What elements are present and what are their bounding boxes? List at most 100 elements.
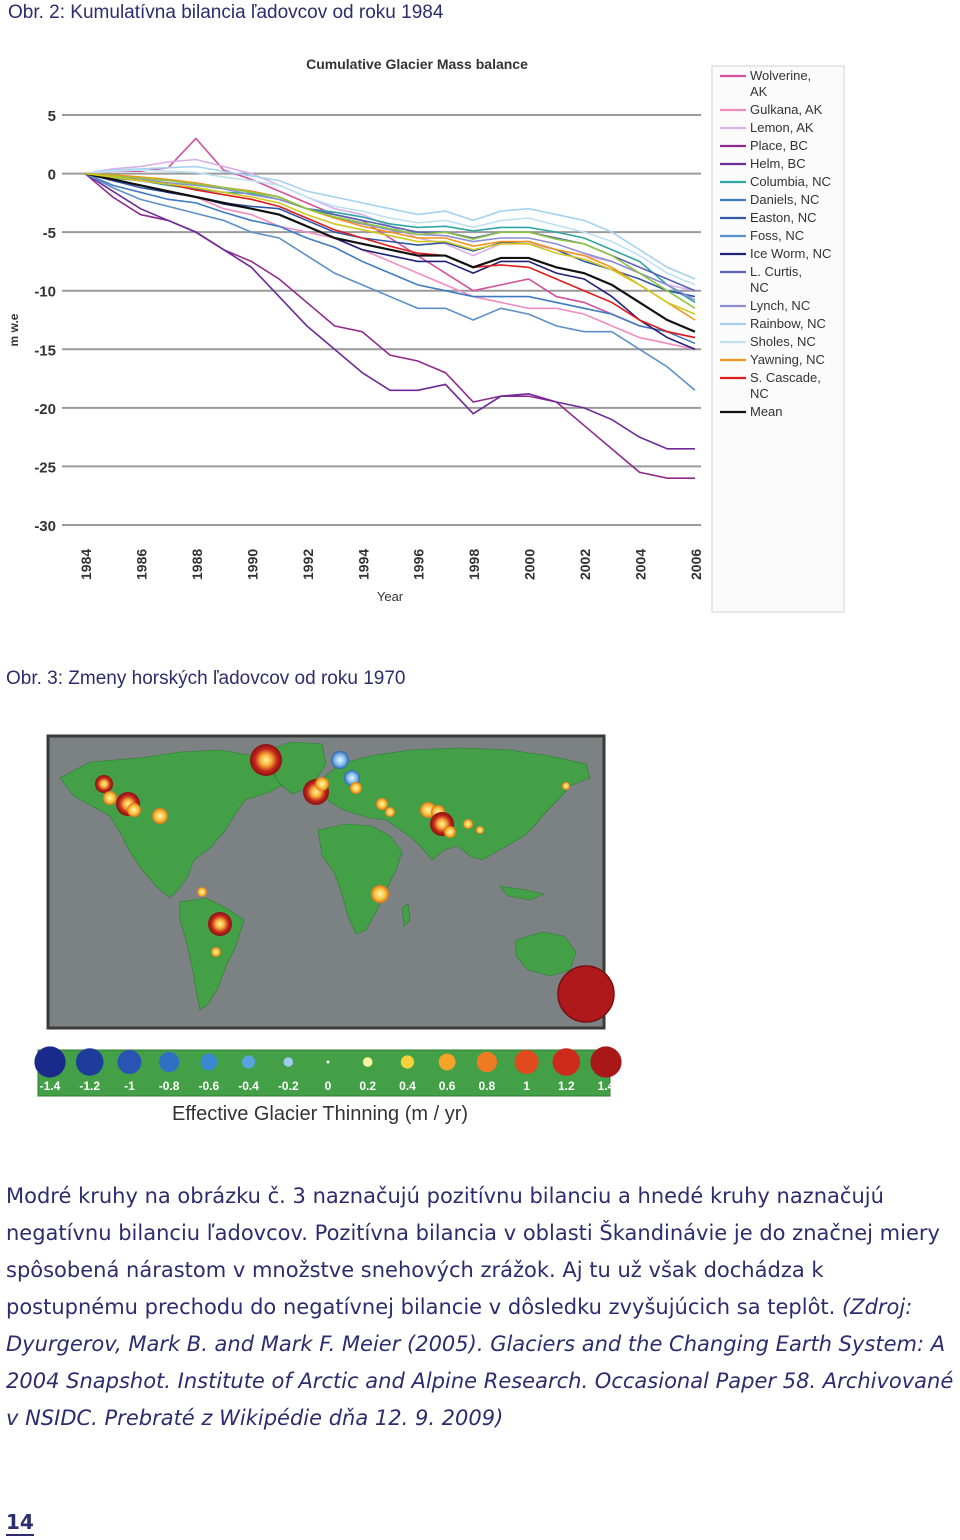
colorbar-tick-label: -1.2 [79, 1079, 100, 1093]
colorbar-tick-label: -0.4 [238, 1079, 259, 1093]
colorbar-swatch [283, 1057, 294, 1067]
eurasia [315, 747, 591, 861]
legend-label: Mean [750, 404, 783, 419]
legend-label: Ice Worm, NC [750, 246, 831, 261]
series-line [84, 169, 696, 286]
series-line [84, 172, 696, 301]
glacier-circle [197, 887, 207, 897]
colorbar-tick-label: 0.2 [359, 1079, 376, 1093]
colorbar-tick-label: -0.2 [278, 1079, 299, 1093]
colorbar-tick-label: 1.2 [558, 1079, 575, 1093]
series-lines [84, 137, 696, 479]
x-tick-label: 2004 [633, 549, 649, 580]
x-tick-label: 1994 [355, 549, 371, 580]
y-tick-label: -20 [34, 401, 56, 418]
series-line [84, 172, 696, 345]
africa [317, 823, 403, 935]
x-axis-label: Year [377, 589, 404, 604]
y-axis-label: m w.e [7, 313, 21, 346]
colorbar-swatch [241, 1055, 256, 1069]
series-line [84, 172, 695, 479]
legend-label: Sholes, NC [750, 334, 816, 349]
glacier-circles [95, 744, 615, 1023]
legend-label-cont: NC [750, 280, 769, 295]
legend-label-cont: NC [750, 386, 769, 401]
colorbar-swatch [158, 1051, 180, 1073]
series-line [84, 172, 696, 321]
legend-label: L. Curtis, [750, 264, 802, 279]
body-text-plain: Modré kruhy na obrázku č. 3 naznačujú po… [6, 1184, 940, 1319]
colorbar-tick-label: 0.4 [399, 1079, 416, 1093]
series-line [84, 172, 695, 450]
colorbar-swatch [362, 1057, 373, 1067]
glacier-circle [350, 782, 362, 794]
colorbar-tick-label: -0.8 [159, 1079, 180, 1093]
x-tick-labels: 1984 1986 1988 1990 1992 1994 1996 1998 2000 2002… [78, 549, 704, 580]
glacier-circle [211, 947, 221, 957]
colorbar-title: Effective Glacier Thinning (m / yr) [172, 1103, 468, 1125]
legend-label: S. Cascade, [750, 370, 821, 385]
glacier-circle [385, 807, 395, 817]
source-citation: (Zdroj: Dyurgerov, Mark B. and Mark F. M… [6, 1295, 954, 1430]
series-line [84, 172, 696, 309]
glacier-circle-large [557, 965, 615, 1023]
legend-label: Yawning, NC [750, 352, 825, 367]
legend-label: Foss, NC [750, 228, 804, 243]
glacier-circle [463, 819, 473, 829]
y-tick-labels: 5 0 -5 -10 -15 -20 -25 -30 [34, 108, 56, 535]
legend-label: Columbia, NC [750, 174, 831, 189]
glacier-circle [371, 885, 389, 903]
glacier-circle [250, 744, 282, 776]
legend: Wolverine,AK Gulkana, AK Lemon, AK Place, B… [720, 68, 831, 419]
series-line [84, 172, 696, 333]
y-tick-label: 5 [48, 108, 56, 125]
glacier-circle [476, 826, 484, 834]
y-tick-label: -15 [34, 342, 56, 359]
colorbar-swatch [552, 1048, 581, 1076]
north-america [59, 749, 293, 899]
chart-grid [62, 114, 701, 526]
colorbar-tick-label: -1.4 [40, 1079, 61, 1093]
x-tick-label: 2002 [577, 549, 593, 580]
cumulative-mass-balance-chart: Cumulative Glacier Mass balance 5 0 -5 -10 -… [7, 56, 845, 613]
series-line [84, 165, 696, 280]
indonesia [499, 885, 545, 901]
legend-label: Wolverine, [750, 68, 811, 83]
y-tick-label: -30 [34, 518, 56, 535]
colorbar-swatch [590, 1046, 622, 1078]
colorbar-tick-label: -0.6 [199, 1079, 220, 1093]
x-tick-label: 1986 [133, 549, 149, 580]
colorbar: -1.4 -1.2 -1 -0.8 -0.6 -0.4 -0.2 0 0.2 0.4 0.6 0.8 1… [34, 1046, 622, 1097]
colorbar-swatch [438, 1053, 456, 1071]
glacier-circle [331, 751, 349, 769]
x-tick-label: 1998 [466, 549, 482, 580]
glacier-circle [562, 782, 570, 790]
colorbar-tick-label: -1 [124, 1079, 135, 1093]
glacier-circle [208, 912, 232, 936]
colorbar-tick-label: 0 [325, 1079, 332, 1093]
colorbar-tick-label: 0.6 [439, 1079, 456, 1093]
figure-2-caption: Obr. 2: Kumulatívna bilancia ľadovcov od… [8, 2, 444, 23]
page-number: 14 [6, 1510, 34, 1536]
colorbar-swatch [400, 1055, 415, 1069]
glacier-circle [103, 791, 117, 805]
x-tick-label: 1988 [189, 549, 205, 580]
y-tick-label: -10 [34, 284, 56, 301]
australia [515, 931, 577, 977]
colorbar-swatch [117, 1050, 142, 1074]
glacier-circle [444, 826, 456, 838]
colorbar-tick-label: 1 [523, 1079, 530, 1093]
colorbar-swatch [34, 1046, 66, 1078]
glacier-circle [95, 775, 113, 793]
series-line [84, 137, 696, 339]
legend-label: Daniels, NC [750, 192, 819, 207]
x-tick-label: 1984 [78, 549, 94, 580]
continents [59, 741, 591, 1011]
glacier-circle [376, 798, 388, 810]
glacier-thinning-map: -1.4 -1.2 -1 -0.8 -0.6 -0.4 -0.2 0 0.2 0.4 0.6 0.8 1… [34, 734, 622, 1125]
legend-label: Lemon, AK [750, 120, 814, 135]
legend-label: Lynch, NC [750, 298, 810, 313]
series-line [84, 158, 696, 292]
x-tick-label: 1990 [244, 549, 260, 580]
y-tick-label: 0 [48, 167, 56, 184]
